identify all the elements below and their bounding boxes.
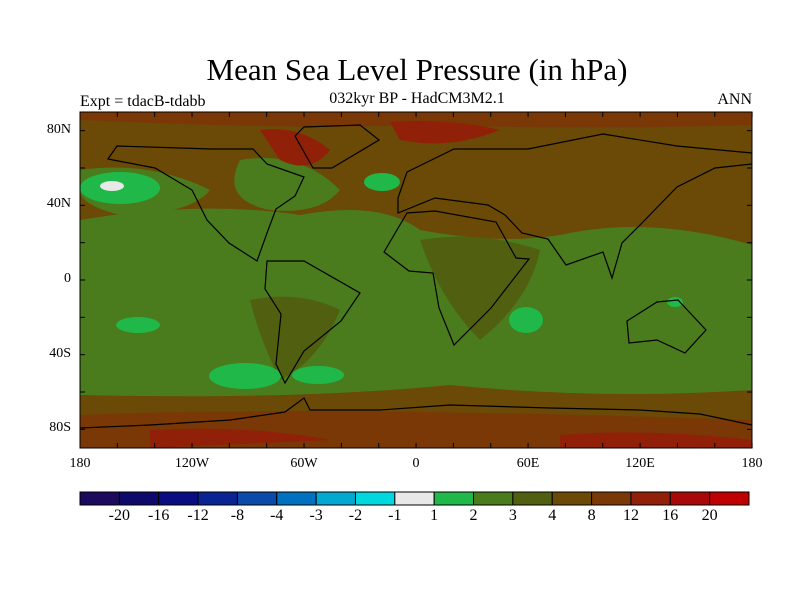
coast-africa xyxy=(383,210,531,347)
colorbar-box xyxy=(158,491,199,506)
field-green-5 xyxy=(292,366,344,384)
field-green-6 xyxy=(509,307,543,333)
lon-tick-label: 120W xyxy=(174,456,210,471)
lon-tick-label: 60E xyxy=(516,456,540,471)
colorbar-box xyxy=(473,491,514,506)
colorbar-box xyxy=(669,491,711,506)
field-white-1 xyxy=(100,181,124,191)
colorbar-label: -2 xyxy=(348,507,363,524)
field-green-7 xyxy=(667,297,683,307)
colorbar xyxy=(79,491,750,506)
field-green-3 xyxy=(116,317,160,333)
colorbar-box xyxy=(197,491,238,506)
colorbar-label: 3 xyxy=(508,507,517,524)
field-africa xyxy=(420,236,540,340)
colorbar-box xyxy=(433,491,475,506)
field-green-2 xyxy=(364,173,400,191)
field-green-4 xyxy=(209,363,281,389)
colorbar-label: -4 xyxy=(270,507,284,524)
field-arctic xyxy=(80,112,752,128)
lon-tick-label: 180 xyxy=(69,456,91,471)
colorbar-box xyxy=(354,491,396,506)
lat-tick-label: 80N xyxy=(46,121,71,137)
season-label: ANN xyxy=(717,91,752,108)
lon-tick-label: 60W xyxy=(290,456,318,471)
colorbar-box xyxy=(591,491,632,506)
lat-tick-label: 40N xyxy=(46,196,71,212)
coast-south-america xyxy=(264,260,361,385)
chart-subtitle: 032kyr BP - HadCM3M2.1 xyxy=(329,90,505,107)
lat-tick-label: 80S xyxy=(49,420,71,436)
field-antarctic-high xyxy=(150,428,752,448)
field-olive-band xyxy=(80,208,752,397)
lon-tick-label: 120E xyxy=(625,456,655,471)
colorbar-box xyxy=(551,491,593,506)
chart-title: Mean Sea Level Pressure (in hPa) xyxy=(206,52,628,87)
field-greenland-high xyxy=(260,129,330,166)
colorbar-box xyxy=(236,491,278,506)
colorbar-label: -16 xyxy=(148,507,170,524)
colorbar-label: -20 xyxy=(108,507,131,524)
colorbar-box xyxy=(512,491,553,506)
colorbar-box xyxy=(394,491,435,506)
colorbar-box xyxy=(315,491,356,506)
colorbar-label: -8 xyxy=(230,507,245,524)
field-south-america xyxy=(250,296,340,380)
experiment-label: Expt = tdacB-tdabb xyxy=(80,93,206,110)
colorbar-label: 4 xyxy=(548,507,557,524)
coast-greenland xyxy=(294,124,381,169)
lon-tick-label: 0 xyxy=(412,456,420,471)
colorbar-label: -1 xyxy=(388,507,402,524)
colorbar-label: 2 xyxy=(469,507,478,524)
colorbar-label: 16 xyxy=(662,507,679,524)
colorbar-label: 8 xyxy=(587,507,596,524)
colorbar-label: 20 xyxy=(701,507,718,524)
coast-north-america xyxy=(106,145,305,262)
colorbar-label: 12 xyxy=(622,507,639,524)
colorbar-box xyxy=(630,491,671,506)
colorbar-label: 1 xyxy=(430,507,439,524)
lat-tick-label: 0 xyxy=(64,271,71,286)
coastlines xyxy=(80,124,752,429)
colorbar-box xyxy=(276,491,317,506)
coast-antarctica xyxy=(80,397,752,429)
colorbar-box xyxy=(118,491,160,506)
field-north-atlantic xyxy=(234,158,340,211)
lat-tick-label: 40S xyxy=(49,345,71,361)
colorbar-label: -3 xyxy=(309,507,323,524)
colorbar-box xyxy=(709,491,750,506)
coast-eurasia xyxy=(397,133,752,280)
colorbar-box xyxy=(79,491,120,506)
colorbar-label: -12 xyxy=(187,507,209,524)
field-arctic-high xyxy=(390,121,500,144)
coast-australia xyxy=(626,299,707,354)
lon-tick-label: 180 xyxy=(741,456,763,471)
